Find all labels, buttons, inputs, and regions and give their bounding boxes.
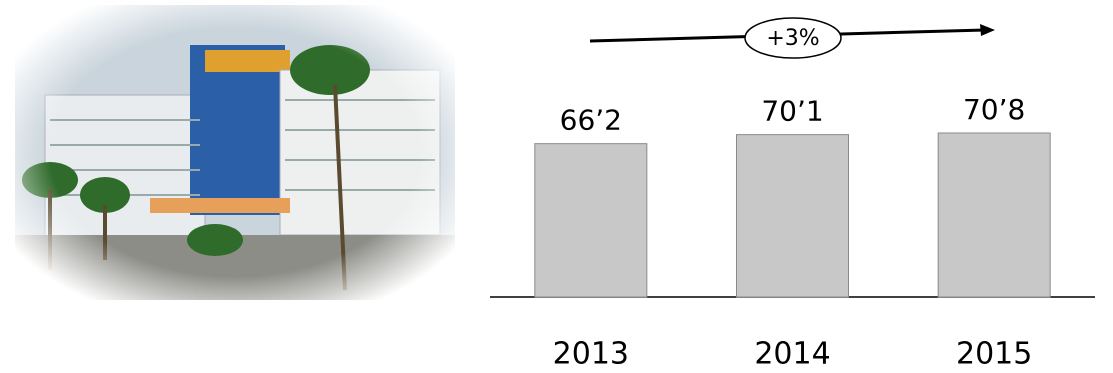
- x-tick-label: 2014: [754, 337, 830, 372]
- x-tick-label: 2015: [956, 337, 1032, 372]
- arrow-head: [980, 24, 995, 36]
- value-label: 70’1: [761, 95, 823, 128]
- bar: [736, 134, 849, 298]
- photo-vignette: [15, 5, 455, 300]
- annotation: +3%: [766, 26, 819, 51]
- bar: [534, 143, 648, 298]
- photo: [15, 5, 455, 300]
- value-label: 66’2: [560, 104, 622, 137]
- bar: [937, 132, 1051, 298]
- annotation-bubble: [744, 17, 842, 59]
- value-label: 70’8: [963, 93, 1025, 126]
- x-tick-label: 2013: [553, 337, 629, 372]
